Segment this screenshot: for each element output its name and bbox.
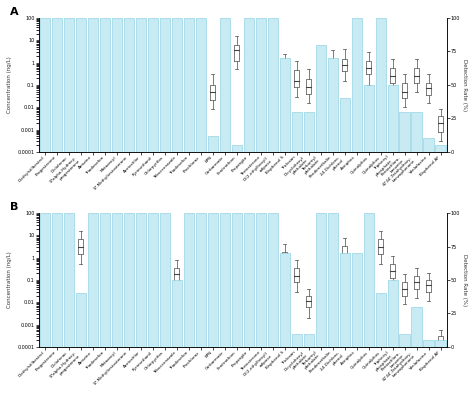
Bar	[267, 213, 278, 347]
Bar	[88, 213, 98, 347]
Bar	[160, 18, 170, 152]
Bar	[280, 58, 290, 152]
Bar	[208, 136, 218, 152]
Bar	[423, 340, 434, 347]
Bar	[100, 213, 110, 347]
Bar	[411, 112, 422, 152]
Y-axis label: Detection Rate (%): Detection Rate (%)	[462, 59, 467, 111]
Bar	[40, 18, 50, 152]
Bar	[147, 18, 158, 152]
Bar	[219, 213, 230, 347]
Y-axis label: Concentration (ng/L): Concentration (ng/L)	[7, 57, 12, 113]
Bar	[364, 213, 374, 347]
Bar	[375, 294, 386, 347]
Bar	[64, 18, 74, 152]
Bar	[255, 213, 266, 347]
Bar	[316, 213, 326, 347]
Bar	[364, 85, 374, 152]
Bar	[423, 138, 434, 152]
Bar	[124, 18, 134, 152]
Bar	[136, 213, 146, 347]
Text: A: A	[10, 7, 19, 17]
Bar	[400, 112, 410, 152]
Bar	[303, 112, 314, 152]
Bar	[388, 280, 398, 347]
Bar	[244, 18, 254, 152]
Bar	[219, 18, 230, 152]
Bar	[339, 98, 350, 152]
Bar	[100, 18, 110, 152]
Bar	[352, 18, 362, 152]
Bar	[160, 213, 170, 347]
Bar	[436, 145, 446, 152]
Bar	[316, 45, 326, 152]
Y-axis label: Concentration (ng/L): Concentration (ng/L)	[7, 252, 12, 309]
Bar	[280, 253, 290, 347]
Bar	[40, 213, 50, 347]
Bar	[52, 18, 62, 152]
Bar	[124, 213, 134, 347]
Y-axis label: Detection Rate (%): Detection Rate (%)	[462, 254, 467, 306]
Bar	[328, 58, 338, 152]
Bar	[292, 334, 302, 347]
Bar	[112, 213, 122, 347]
Bar	[352, 253, 362, 347]
Bar	[303, 334, 314, 347]
Bar	[400, 334, 410, 347]
Bar	[375, 18, 386, 152]
Bar	[76, 294, 86, 347]
Bar	[292, 112, 302, 152]
Bar	[147, 213, 158, 347]
Bar	[255, 18, 266, 152]
Bar	[88, 18, 98, 152]
Bar	[64, 213, 74, 347]
Bar	[232, 213, 242, 347]
Bar	[172, 280, 182, 347]
Bar	[208, 213, 218, 347]
Bar	[267, 18, 278, 152]
Bar	[112, 18, 122, 152]
Bar	[76, 18, 86, 152]
Bar	[339, 253, 350, 347]
Bar	[388, 85, 398, 152]
Text: B: B	[10, 202, 18, 212]
Bar	[183, 213, 194, 347]
Bar	[232, 145, 242, 152]
Bar	[244, 213, 254, 347]
Bar	[136, 18, 146, 152]
Bar	[328, 213, 338, 347]
Bar	[196, 18, 206, 152]
Bar	[183, 18, 194, 152]
Bar	[436, 340, 446, 347]
Bar	[411, 307, 422, 347]
Bar	[172, 18, 182, 152]
Bar	[196, 213, 206, 347]
Bar	[52, 213, 62, 347]
